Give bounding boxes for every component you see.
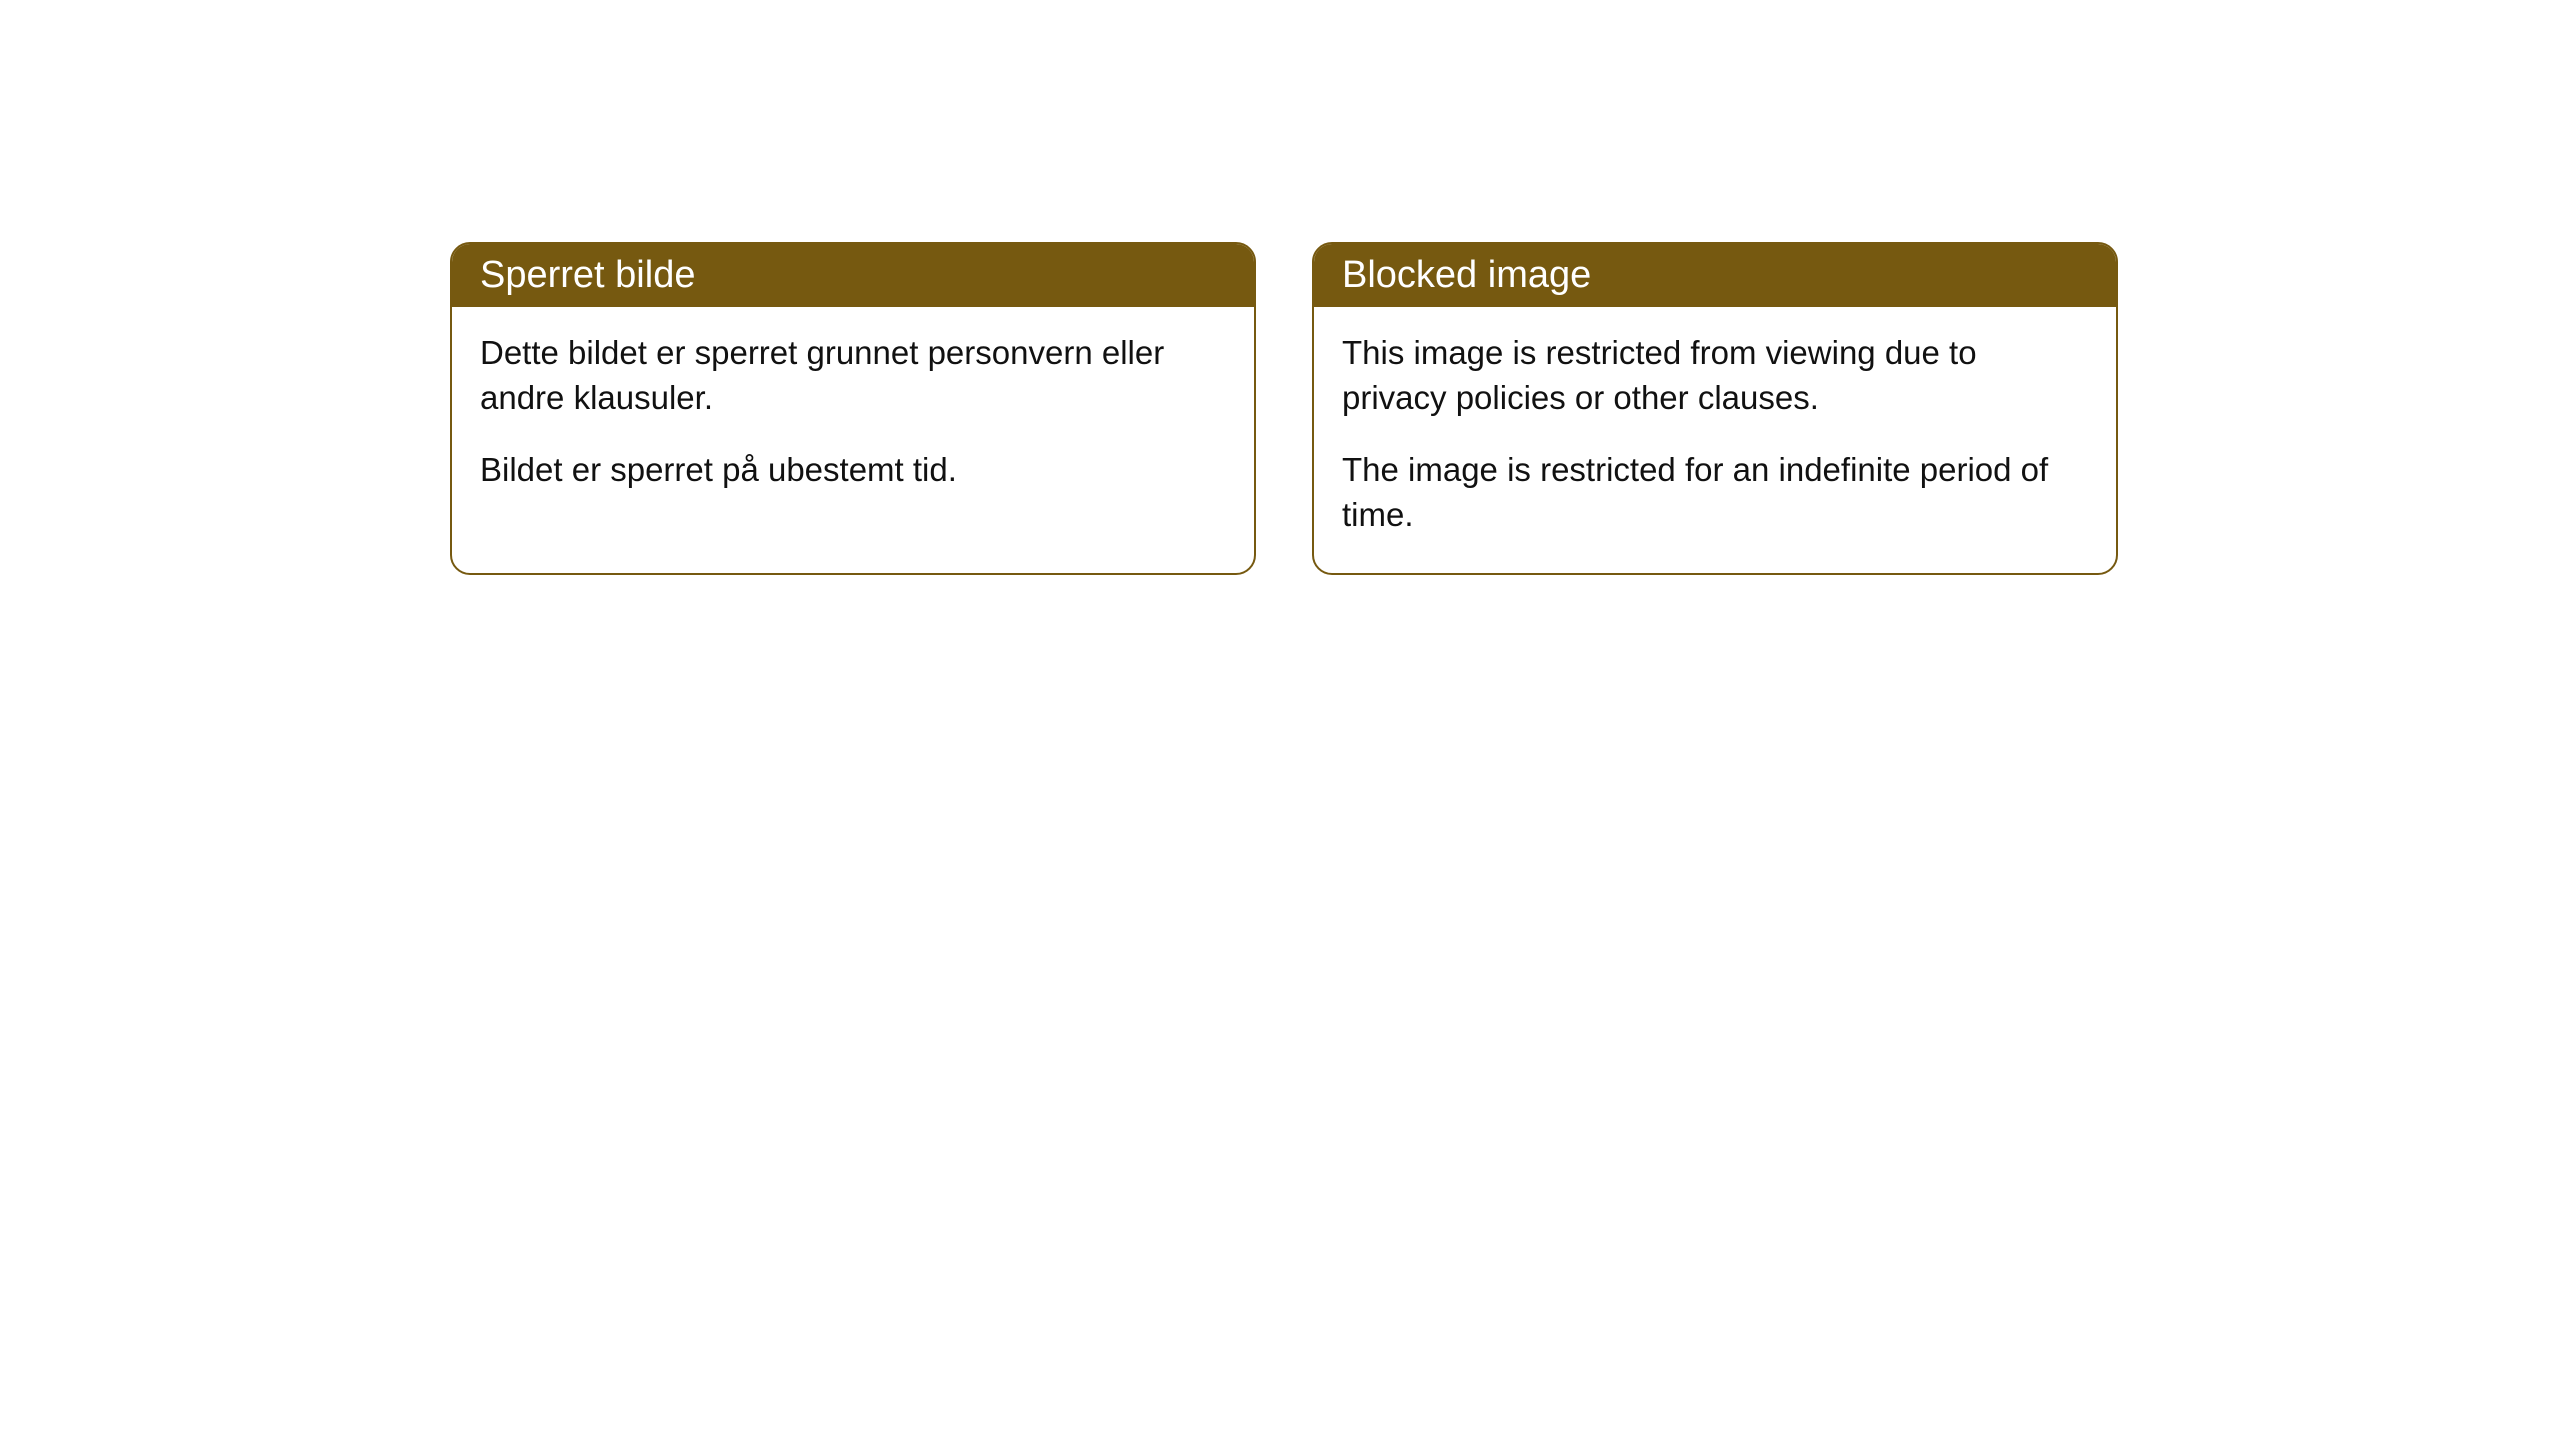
card-title: Blocked image — [1342, 254, 1591, 296]
notice-card-norwegian: Sperret bilde Dette bildet er sperret gr… — [450, 242, 1256, 575]
notice-cards-container: Sperret bilde Dette bildet er sperret gr… — [0, 0, 2560, 575]
notice-card-english: Blocked image This image is restricted f… — [1312, 242, 2118, 575]
card-body: This image is restricted from viewing du… — [1314, 307, 2116, 573]
card-paragraph: Bildet er sperret på ubestemt tid. — [480, 448, 1226, 493]
card-body: Dette bildet er sperret grunnet personve… — [452, 307, 1254, 529]
card-header: Blocked image — [1314, 244, 2116, 307]
card-paragraph: This image is restricted from viewing du… — [1342, 331, 2088, 420]
card-header: Sperret bilde — [452, 244, 1254, 307]
card-title: Sperret bilde — [480, 254, 695, 296]
card-paragraph: Dette bildet er sperret grunnet personve… — [480, 331, 1226, 420]
card-paragraph: The image is restricted for an indefinit… — [1342, 448, 2088, 537]
